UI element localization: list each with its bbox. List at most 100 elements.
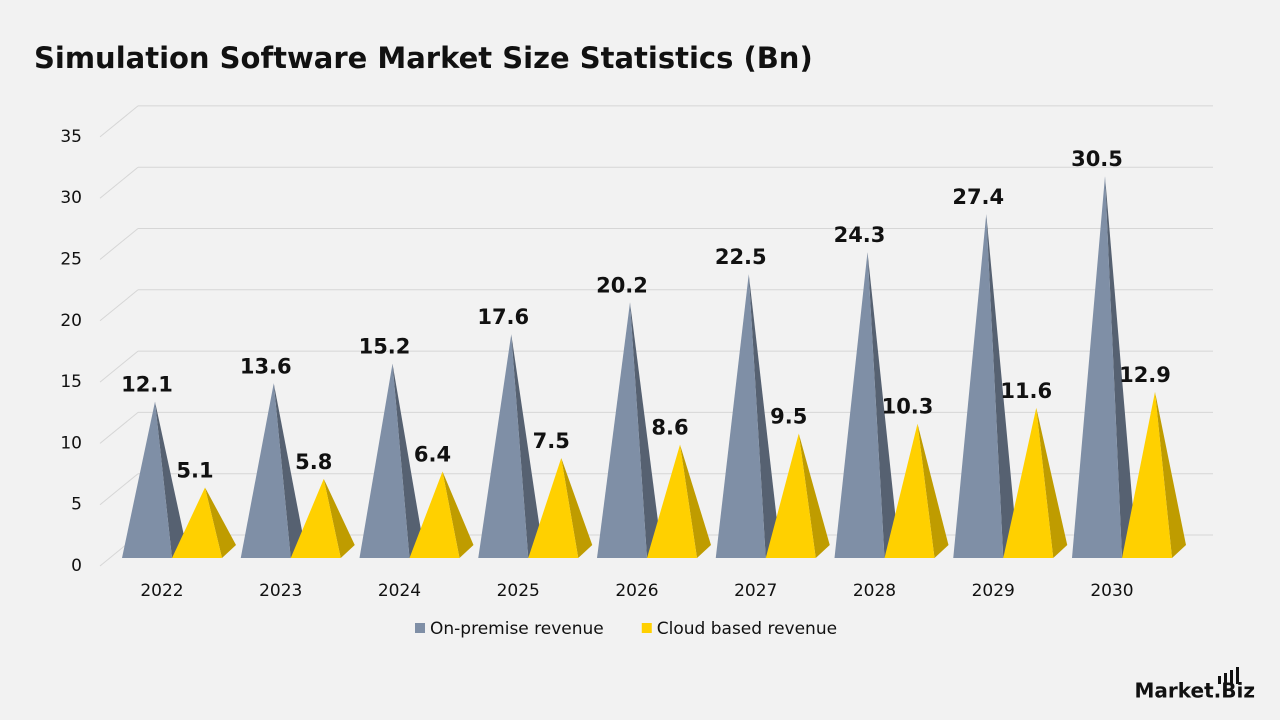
value-label: 17.6 xyxy=(477,305,529,329)
pyramid-side xyxy=(1155,391,1186,558)
legend-label: Cloud based revenue xyxy=(657,619,837,639)
pyramid-side xyxy=(392,363,424,558)
grid-line xyxy=(99,473,139,506)
y-tick-label: 0 xyxy=(71,556,82,576)
pyramid-side xyxy=(323,478,355,558)
x-tick-label: 2023 xyxy=(259,581,302,601)
brand: Market.Biz xyxy=(1135,679,1256,703)
pyramid-side xyxy=(798,433,830,558)
pyramid-side xyxy=(273,383,305,558)
value-label: 15.2 xyxy=(359,335,411,359)
pyramid-side xyxy=(155,401,186,558)
pyramid-front xyxy=(409,471,460,558)
pyramid xyxy=(240,383,305,558)
pyramid-side xyxy=(442,471,474,558)
y-tick-label: 5 xyxy=(71,495,82,515)
x-tick-label: 2027 xyxy=(734,581,777,601)
value-label: 22.5 xyxy=(715,245,767,269)
pyramid xyxy=(122,401,186,558)
pyramid-front xyxy=(1003,407,1054,558)
value-label: 24.3 xyxy=(834,223,886,247)
pyramid-front xyxy=(240,383,291,558)
grid-line xyxy=(99,105,139,138)
pyramid xyxy=(1003,407,1068,558)
pyramid-side xyxy=(561,458,593,558)
pyramid-front xyxy=(597,302,647,558)
grid-line xyxy=(99,166,139,199)
pyramid-front xyxy=(953,214,1004,559)
value-label: 8.6 xyxy=(651,416,688,440)
pyramid-front xyxy=(647,444,697,558)
value-label: 10.3 xyxy=(882,395,934,419)
y-tick-label: 15 xyxy=(60,372,82,392)
value-label: 5.8 xyxy=(295,450,332,474)
y-tick-label: 35 xyxy=(60,127,82,147)
pyramid xyxy=(528,458,593,558)
grid-line xyxy=(99,412,139,444)
pyramid xyxy=(953,214,1018,559)
pyramid xyxy=(1122,391,1186,558)
pyramid-side xyxy=(205,487,236,558)
grid-line xyxy=(99,350,139,383)
pyramid xyxy=(647,444,711,558)
value-label: 13.6 xyxy=(240,354,292,378)
pyramid xyxy=(597,302,661,558)
pyramid-side xyxy=(867,252,899,558)
pyramid-front xyxy=(834,252,885,558)
pyramid-front xyxy=(884,423,935,558)
y-tick-label: 30 xyxy=(60,188,82,208)
x-tick-label: 2026 xyxy=(615,581,658,601)
pyramid xyxy=(765,433,830,558)
pyramid xyxy=(172,487,236,558)
legend: On-premise revenue Cloud based revenue xyxy=(415,619,837,639)
pyramid xyxy=(834,252,899,558)
y-tick-label: 25 xyxy=(60,250,82,270)
y-tick-label: 20 xyxy=(60,311,82,331)
pyramid xyxy=(409,471,474,558)
grid-line xyxy=(99,228,139,260)
pyramid-side xyxy=(680,444,711,558)
y-tick-label: 10 xyxy=(60,433,82,453)
pyramid-front xyxy=(1122,391,1172,558)
value-label: 7.5 xyxy=(533,429,570,453)
x-tick-label: 2030 xyxy=(1090,581,1133,601)
pyramid xyxy=(1072,176,1136,558)
x-tick-label: 2024 xyxy=(378,581,421,601)
legend-swatch xyxy=(415,623,425,633)
x-tick-label: 2025 xyxy=(497,581,540,601)
grid-line xyxy=(99,289,139,322)
value-label: 20.2 xyxy=(596,273,648,297)
brand-icon xyxy=(1218,667,1239,684)
pyramid xyxy=(359,363,424,558)
pyramid-side xyxy=(986,214,1018,559)
pyramid-front xyxy=(359,363,410,558)
value-label: 12.1 xyxy=(121,373,173,397)
pyramid-front xyxy=(122,401,172,558)
value-label: 6.4 xyxy=(414,443,451,467)
chart-title: Simulation Software Market Size Statisti… xyxy=(34,41,813,75)
pyramid-side xyxy=(917,423,949,558)
pyramid-front xyxy=(172,487,222,558)
pyramid xyxy=(290,478,355,558)
pyramid-front xyxy=(478,334,529,558)
legend-label: On-premise revenue xyxy=(430,619,604,639)
value-label: 11.6 xyxy=(1000,379,1052,403)
pyramid-front xyxy=(765,433,816,558)
pyramid xyxy=(884,423,949,558)
pyramid xyxy=(478,334,543,558)
x-tick-label: 2029 xyxy=(972,581,1015,601)
pyramid-front xyxy=(715,274,766,558)
value-label: 12.9 xyxy=(1119,363,1171,387)
value-label: 30.5 xyxy=(1071,147,1123,171)
pyramid-front xyxy=(528,458,579,558)
pyramid-side xyxy=(511,334,543,558)
pyramid-side xyxy=(1036,407,1068,558)
value-label: 5.1 xyxy=(176,458,213,482)
pyramid-side xyxy=(748,274,780,558)
pyramid-front xyxy=(290,478,341,558)
pyramid-front xyxy=(1072,176,1122,558)
value-label: 9.5 xyxy=(770,405,807,429)
x-tick-label: 2022 xyxy=(140,581,183,601)
